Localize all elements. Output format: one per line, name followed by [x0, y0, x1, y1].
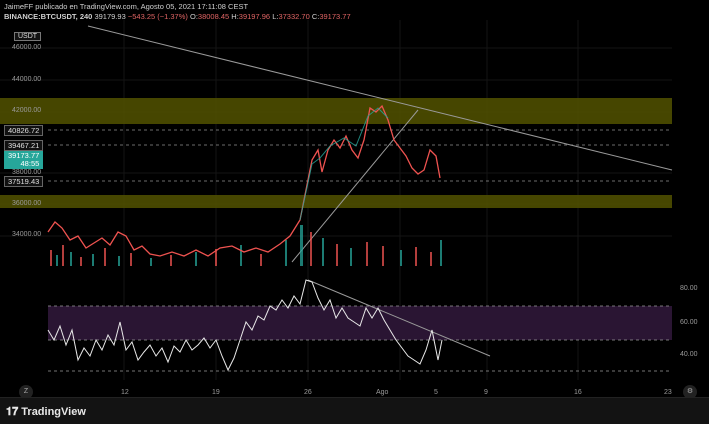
level-label-lower: 37519.43 — [4, 176, 44, 187]
close-label: C: — [311, 12, 320, 21]
price-tick: 38000.00 — [12, 169, 42, 176]
close-value: 39173.77 — [319, 12, 351, 21]
chart-header: JaimeFF publicado en TradingView.com, Ag… — [4, 2, 351, 22]
open-value: 38008.45 — [197, 12, 230, 21]
footer-bar — [0, 397, 709, 424]
support-zone — [0, 195, 672, 208]
price-tick: 36000.00 — [12, 200, 42, 207]
time-tick: 16 — [574, 389, 582, 396]
publish-info: JaimeFF publicado en TradingView.com, Ag… — [4, 2, 249, 11]
ohlc-line: BINANCE:BTCUSDT, 240 39179.93 −543.25 (−… — [4, 12, 351, 22]
low-label: L: — [272, 12, 279, 21]
resistance-zone — [0, 98, 672, 124]
time-tick: 19 — [212, 389, 220, 396]
price-change: −543.25 (−1.37%) — [127, 12, 188, 21]
tradingview-logo-text: TradingView — [21, 406, 86, 418]
price-tick: 34000.00 — [12, 231, 42, 238]
rsi-band — [48, 306, 672, 340]
current-price-value: 39173.77 — [8, 151, 40, 160]
gear-icon[interactable]: ⚙ — [683, 385, 697, 399]
current-price-label: 39173.77 48:55 — [4, 151, 44, 169]
price-tick: 42000.00 — [12, 107, 42, 114]
chart-canvas — [0, 20, 673, 380]
open-label: O: — [189, 12, 198, 21]
candle-countdown: 48:55 — [20, 159, 40, 168]
rsi-tick: 40.00 — [680, 351, 698, 358]
price-tick: 44000.00 — [12, 76, 42, 83]
time-tick: Ago — [376, 389, 389, 396]
symbol-label[interactable]: BINANCE:BTCUSDT, 240 — [4, 12, 93, 21]
tradingview-logo[interactable]: 𝟏𝟕 TradingView — [6, 406, 86, 419]
level-label-mid: 39467.21 — [4, 140, 44, 151]
low-value: 37332.70 — [278, 12, 310, 21]
zoom-icon[interactable]: Z — [19, 385, 33, 399]
downtrend-line — [87, 25, 673, 171]
rsi-line — [47, 279, 443, 372]
price-tick: 46000.00 — [12, 44, 42, 51]
level-label-upper: 40826.72 — [4, 125, 44, 136]
last-price: 39179.93 — [94, 12, 126, 21]
price-series — [47, 104, 441, 257]
rsi-trend-line — [307, 279, 491, 357]
currency-badge[interactable]: USDT — [14, 32, 42, 41]
time-tick: 23 — [664, 389, 672, 396]
time-tick: 5 — [434, 389, 438, 396]
time-tick: 26 — [304, 389, 312, 396]
tradingview-logo-icon: 𝟏𝟕 — [6, 406, 19, 418]
high-label: H: — [231, 12, 239, 21]
rsi-tick: 60.00 — [680, 319, 698, 326]
rsi-tick: 80.00 — [680, 285, 698, 292]
uptrend-line — [291, 109, 419, 263]
volume-bars — [50, 225, 442, 266]
high-value: 39197.96 — [238, 12, 271, 21]
time-tick: 9 — [484, 389, 488, 396]
time-tick: 12 — [121, 389, 129, 396]
